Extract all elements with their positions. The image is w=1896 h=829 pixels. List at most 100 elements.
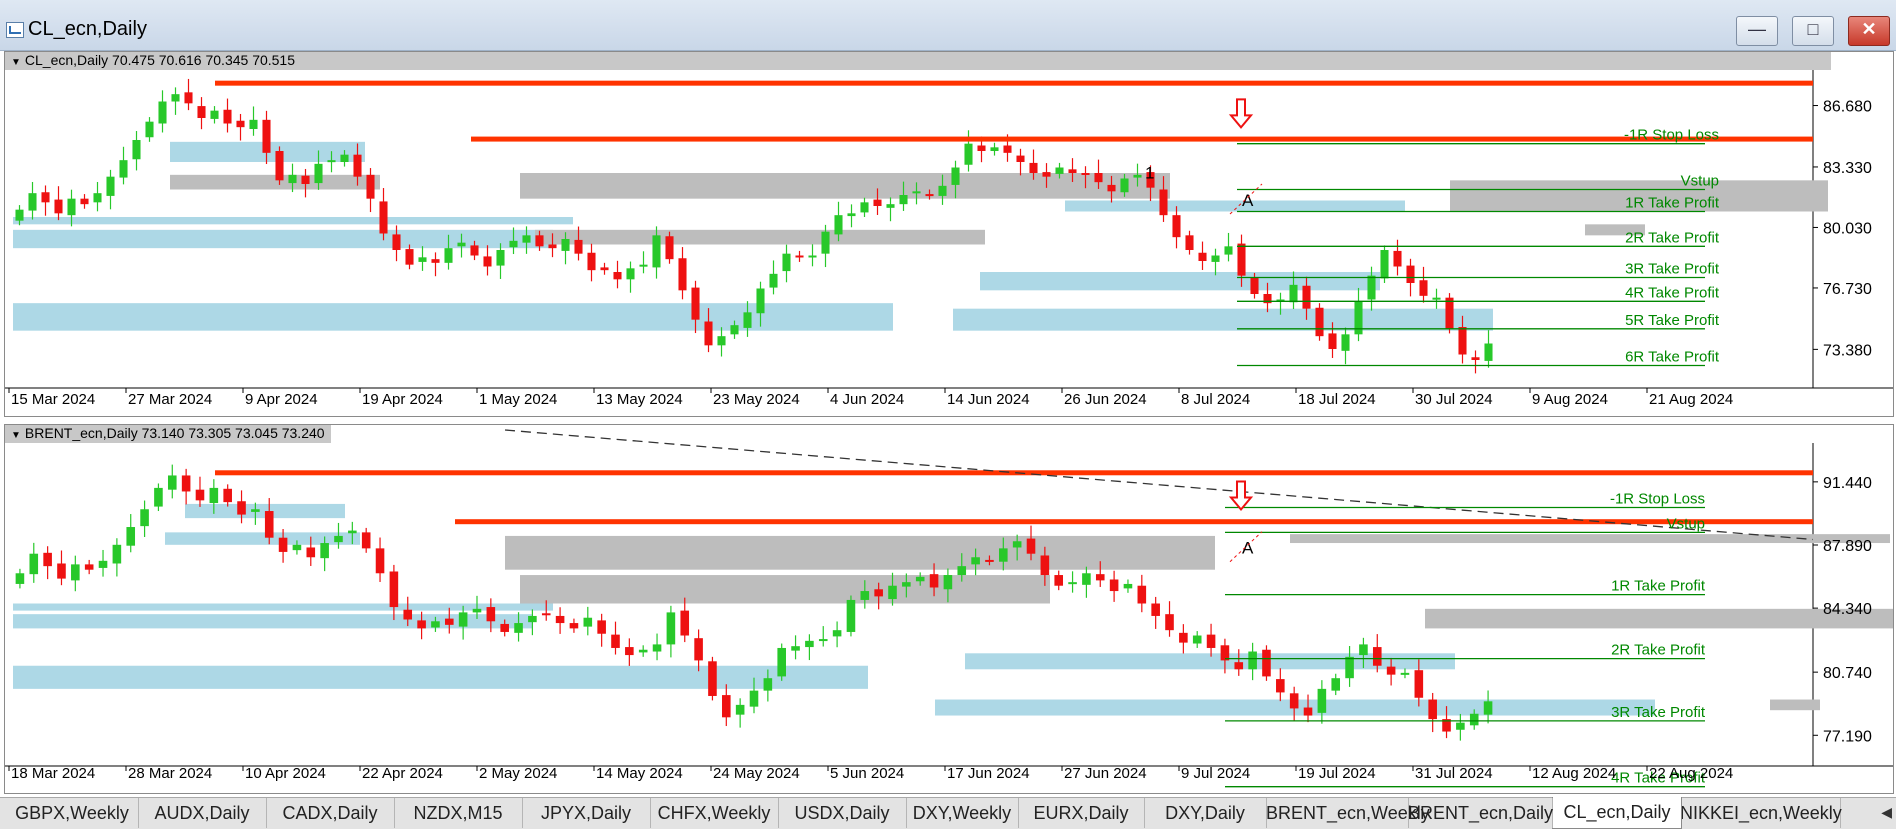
bearish-candle <box>722 695 731 718</box>
bearish-candle <box>535 235 544 247</box>
bearish-candle <box>569 623 579 629</box>
tab-scroll-left-icon[interactable]: ◀ <box>1881 804 1892 820</box>
bullish-candle <box>1211 255 1220 262</box>
chart-tab[interactable]: EURX,Daily <box>1018 798 1145 828</box>
bullish-candle <box>1341 334 1350 351</box>
bearish-candle <box>548 244 557 249</box>
bullish-candle <box>509 240 518 248</box>
bearish-candle <box>1471 357 1480 360</box>
chart-tab[interactable]: DXY,Weekly <box>906 798 1019 828</box>
chart-tab[interactable]: NIKKEI_ecn,Weekly <box>1680 798 1842 828</box>
bearish-candle <box>301 175 310 184</box>
bullish-candle <box>1224 246 1233 255</box>
bullish-candle <box>832 630 842 637</box>
bullish-candle <box>730 325 739 335</box>
supply-zone <box>1425 608 1893 629</box>
bullish-candle <box>15 209 24 221</box>
bearish-candle <box>587 252 596 271</box>
sell-signal-arrow-icon <box>1228 480 1254 512</box>
date-label: 15 Mar 2024 <box>11 391 95 408</box>
bearish-candle <box>574 239 583 254</box>
close-button[interactable]: ✕ <box>1848 16 1890 46</box>
bearish-candle <box>1054 575 1064 586</box>
bearish-candle <box>1026 538 1036 554</box>
bearish-candle <box>1081 173 1090 175</box>
bullish-candle <box>1120 178 1129 193</box>
bullish-candle <box>292 544 302 551</box>
bullish-candle <box>15 573 25 584</box>
bullish-candle <box>1345 656 1354 679</box>
bearish-candle <box>1185 235 1194 250</box>
bearish-candle <box>1276 679 1285 693</box>
bearish-candle <box>541 613 551 616</box>
date-label: 18 Jul 2024 <box>1298 391 1376 408</box>
bullish-candle <box>1068 582 1077 585</box>
bearish-candle <box>691 287 700 320</box>
bullish-candle <box>154 487 163 507</box>
bearish-candle <box>1445 297 1454 329</box>
demand-zone <box>165 532 360 545</box>
bearish-candle <box>483 256 492 267</box>
bullish-candle <box>818 639 828 642</box>
bearish-candle <box>500 623 509 632</box>
bearish-candle <box>1016 155 1025 162</box>
maximize-button[interactable]: □ <box>1792 16 1834 46</box>
target-level-label: -1R Stop Loss <box>1624 127 1719 144</box>
chart-tab[interactable]: BRENT_ecn,Daily <box>1408 798 1553 828</box>
bearish-candle <box>795 255 804 258</box>
bullish-candle <box>528 615 537 623</box>
collapse-triangle-icon[interactable]: ▼ <box>11 430 21 441</box>
bullish-candle <box>791 646 800 651</box>
chart-tab[interactable]: CADX,Daily <box>266 798 395 828</box>
minimize-button[interactable]: — <box>1736 16 1778 46</box>
chart-tab[interactable]: JPYX,Daily <box>522 798 651 828</box>
chart-pane-cl[interactable]: ▼ CL_ecn,Daily 70.475 70.616 70.345 70.51… <box>4 51 1894 417</box>
chart-tab[interactable]: BRENT_ecn,Weekly <box>1266 798 1430 828</box>
bullish-candle <box>1354 301 1363 335</box>
window-title: CL_ecn,Daily <box>28 18 147 40</box>
bearish-candle <box>1179 632 1188 643</box>
bearish-candle <box>1419 280 1428 296</box>
bullish-candle <box>67 198 76 216</box>
bearish-candle <box>1094 173 1103 183</box>
bullish-candle <box>769 273 778 288</box>
bullish-candle <box>957 566 967 576</box>
bullish-candle <box>1248 651 1257 670</box>
bearish-candle <box>1172 215 1181 238</box>
window-title-bar[interactable]: CL_ecn,Daily — □ ✕ <box>0 0 1896 51</box>
date-label: 28 Mar 2024 <box>128 765 212 782</box>
target-level-label: Vstup <box>1667 515 1705 532</box>
bearish-candle <box>392 234 401 250</box>
candlestick-chart-cl[interactable]: -1R Stop Loss Vstup 1R Take Profit 2R Take … <box>5 52 1893 416</box>
date-label: 31 Jul 2024 <box>1415 765 1493 782</box>
bearish-candle <box>625 647 634 656</box>
chart-tab[interactable]: NZDX,M15 <box>394 798 523 828</box>
bullish-candle <box>1483 701 1493 715</box>
collapse-triangle-icon[interactable]: ▼ <box>11 57 21 68</box>
bullish-candle <box>756 288 765 314</box>
bullish-candle <box>735 704 745 715</box>
chart-tab[interactable]: DXY,Daily <box>1144 798 1267 828</box>
chart-tab[interactable]: USDX,Daily <box>778 798 907 828</box>
chart-tab[interactable]: CL_ecn,Daily <box>1552 797 1682 829</box>
bullish-candle <box>1123 583 1133 589</box>
chart-pane-brent[interactable]: ▼ BRENT_ecn,Daily 73.140 73.305 73.045 73… <box>4 424 1894 794</box>
bearish-candle <box>361 532 371 549</box>
bullish-candle <box>886 204 895 208</box>
bearish-candle <box>694 638 703 661</box>
date-label: 1 May 2024 <box>479 391 557 408</box>
bearish-candle <box>1458 327 1467 355</box>
supply-zone <box>505 535 1215 570</box>
target-level-label: -1R Stop Loss <box>1610 490 1705 507</box>
bearish-candle <box>1198 252 1207 261</box>
target-level-label: 3R Take Profit <box>1611 704 1706 721</box>
chart-tab[interactable]: AUDX,Daily <box>138 798 267 828</box>
chart-tab[interactable]: GBPX,Weekly <box>6 798 139 828</box>
bullish-candle <box>251 509 260 512</box>
bullish-candle <box>1484 343 1493 361</box>
bearish-candle <box>223 109 232 124</box>
date-label: 23 May 2024 <box>713 391 800 408</box>
candlestick-chart-brent[interactable]: -1R Stop Loss Vstup 1R Take Profit 2R Take … <box>5 425 1893 793</box>
bearish-candle <box>678 258 687 291</box>
chart-tab[interactable]: CHFX,Weekly <box>650 798 779 828</box>
